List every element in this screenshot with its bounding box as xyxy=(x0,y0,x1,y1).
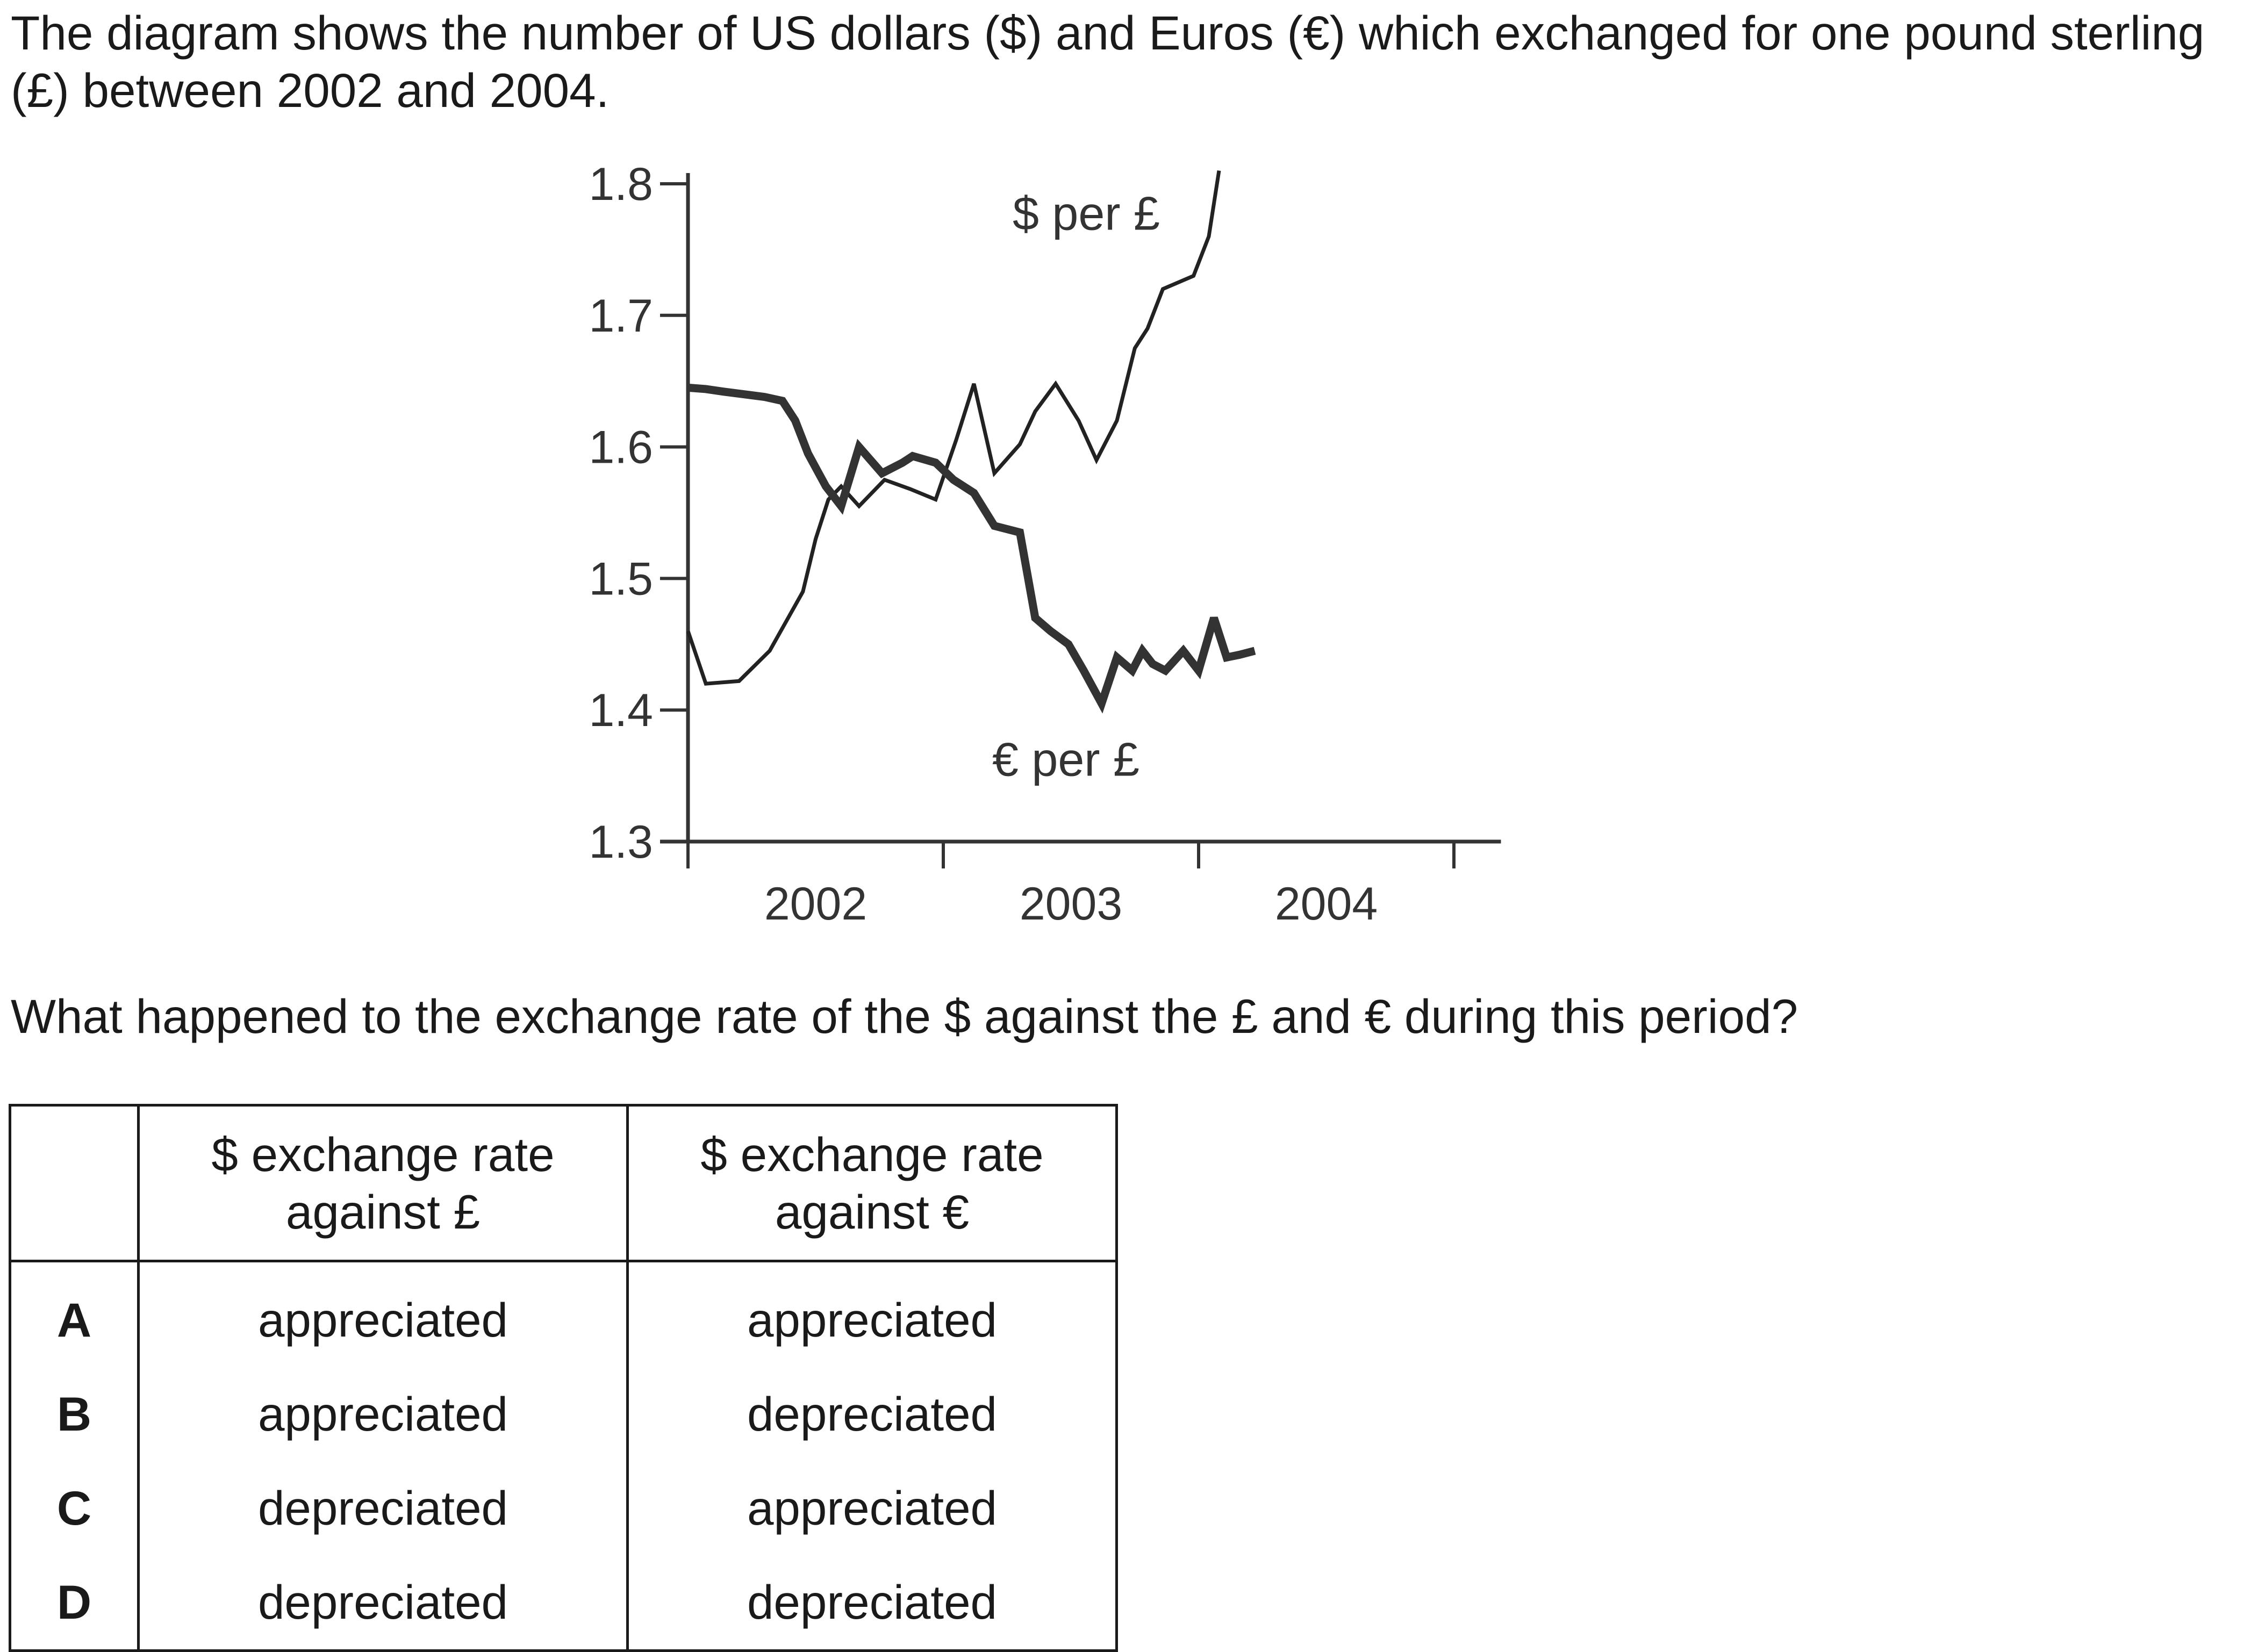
chart-labels: $ per £ € per £ xyxy=(992,187,1160,786)
option-euro-cell: depreciated xyxy=(626,1555,1118,1652)
option-letter: D xyxy=(9,1555,140,1652)
header-blank xyxy=(9,1104,140,1262)
option-pound-cell: appreciated xyxy=(137,1261,629,1367)
answer-table: $ exchange rate against £ $ exchange rat… xyxy=(9,1104,1118,1652)
y-tick-label: 1.5 xyxy=(589,553,653,605)
y-tick-label: 1.7 xyxy=(589,290,653,342)
chart-lines xyxy=(686,170,1256,714)
option-pound-cell: appreciated xyxy=(137,1367,629,1461)
intro-text: The diagram shows the number of US dolla… xyxy=(11,6,2205,117)
option-euro-cell: depreciated xyxy=(626,1367,1118,1461)
question-text: What happened to the exchange rate of th… xyxy=(11,989,1798,1043)
y-tick-label: 1.6 xyxy=(589,422,653,473)
option-euro-cell: appreciated xyxy=(626,1461,1118,1555)
series-label-dollar-per-pound: $ per £ xyxy=(1013,187,1160,240)
chart-ticks: 1.3 1.4 1.5 1.6 1.7 1.8 2002 2003 2004 xyxy=(589,159,1456,930)
option-letter: B xyxy=(9,1367,140,1461)
x-tick-label: 2002 xyxy=(764,878,867,930)
header-dollar-vs-euro: $ exchange rate against € xyxy=(626,1104,1118,1262)
table-row[interactable]: B appreciated depreciated xyxy=(9,1367,1118,1461)
table-row[interactable]: C depreciated appreciated xyxy=(9,1461,1118,1555)
table-row[interactable]: D depreciated depreciated xyxy=(9,1555,1118,1652)
option-euro-cell: appreciated xyxy=(626,1261,1118,1367)
series-label-euro-per-pound: € per £ xyxy=(992,733,1139,786)
exchange-rate-chart: 1.3 1.4 1.5 1.6 1.7 1.8 2002 2003 2004 $ per £ € … xyxy=(589,159,1501,930)
option-letter: A xyxy=(9,1261,140,1367)
y-tick-label: 1.8 xyxy=(589,159,653,210)
x-tick-label: 2003 xyxy=(1020,878,1122,930)
option-pound-cell: depreciated xyxy=(137,1461,629,1555)
table-row[interactable]: A appreciated appreciated xyxy=(9,1261,1118,1367)
x-tick-label: 2004 xyxy=(1275,878,1378,930)
option-pound-cell: depreciated xyxy=(137,1555,629,1652)
y-tick-label: 1.4 xyxy=(589,685,653,736)
chart-axes xyxy=(660,173,1501,844)
series-line-dollar-per-pound xyxy=(686,170,1221,686)
series-line-euro-per-pound xyxy=(687,383,1256,714)
y-tick-label: 1.3 xyxy=(589,816,653,868)
table-header-row: $ exchange rate against £ $ exchange rat… xyxy=(9,1104,1118,1262)
option-letter: C xyxy=(9,1461,140,1555)
header-dollar-vs-pound: $ exchange rate against £ xyxy=(137,1104,629,1262)
